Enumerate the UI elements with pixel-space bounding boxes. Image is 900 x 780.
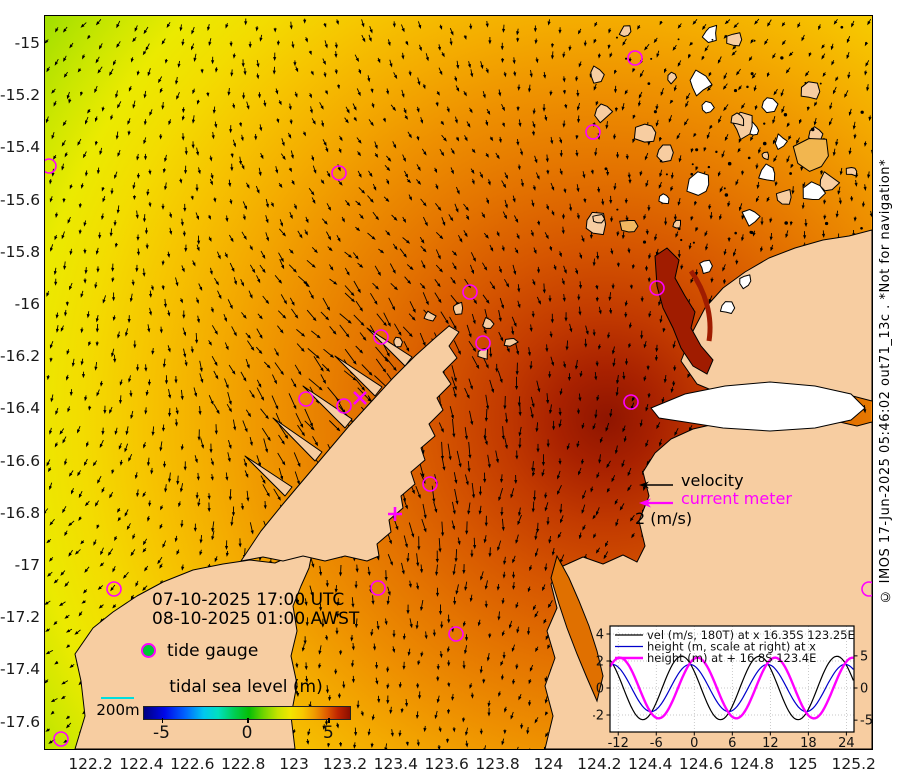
inset-chart: -12 -6 0 6 12 18 24 4 2 0 -2 5 0 -5 vel (m/s, 180T) at… <box>593 618 885 754</box>
inset-x-tick-label: -6 <box>650 736 663 751</box>
colorbar-tick <box>328 718 330 723</box>
y-axis-label: -16.4 <box>0 399 41 418</box>
velocity-arrow-icon <box>639 481 673 489</box>
y-axis-label: -16.6 <box>0 451 41 470</box>
x-axis-label: 124.4 <box>627 755 673 773</box>
y-axis-label: -15.4 <box>0 138 41 157</box>
inset-legend-label: height (m, scale at right) at x <box>647 640 816 654</box>
x-axis-label: 123.2 <box>322 755 368 773</box>
inset-legend-label: vel (m/s, 180T) at x 16.35S 123.25E <box>647 628 855 642</box>
x-axis-label: 124.6 <box>678 755 724 773</box>
tide-gauge-label: tide gauge <box>167 641 259 661</box>
x-axis-label: 123.6 <box>424 755 469 773</box>
inset-x-tick-label: 12 <box>762 736 779 751</box>
inset-x-tick-label: 24 <box>838 736 855 751</box>
x-axis-label: 125 <box>788 755 818 773</box>
y-axis-label: -17 <box>14 556 40 574</box>
x-axis-label: 122.4 <box>119 755 164 773</box>
x-axis-label: 124.2 <box>577 755 622 773</box>
current-meter-circle <box>475 335 491 351</box>
y-axis-label: -16.2 <box>0 347 41 366</box>
inset-x-tick-label: -12 <box>608 736 629 751</box>
colorbar-tick <box>247 718 249 723</box>
y-axis-label: -16 <box>14 295 40 313</box>
y-axis-label: -15.8 <box>0 242 41 261</box>
inset-right-tick-label: -5 <box>860 714 873 729</box>
current-meter-circle <box>45 158 57 174</box>
x-marker <box>353 391 367 405</box>
inset-x-tick-label: 6 <box>728 736 736 751</box>
colorbar-title: tidal sea level (m) <box>169 677 323 697</box>
velocity-scale-label: 2 (m/s) <box>635 509 693 528</box>
current-meter-circle <box>448 626 464 642</box>
inset-right-tick-label: 0 <box>860 682 868 697</box>
current-meter-circle <box>649 280 665 296</box>
colorbar-tick-label: 5 <box>322 723 334 743</box>
current-meter-circle <box>623 394 639 410</box>
colorbar-tick-label: 0 <box>241 723 253 743</box>
timestamp-utc: 07-10-2025 17:00 UTC <box>152 590 345 610</box>
inset-left-tick-label: 2 <box>596 655 604 670</box>
x-axis-label: 125.2 <box>831 755 876 773</box>
colorbar-tick <box>161 718 164 723</box>
y-axis-label: -16.8 <box>0 503 41 522</box>
velocity-label: velocity <box>681 471 744 490</box>
colorbar-tick-label: -5 <box>153 723 170 743</box>
inset-timeseries-plot: -12 -6 0 6 12 18 24 4 2 0 -2 5 0 -5 vel (m/s, 180T) at… <box>593 625 873 751</box>
current-meter-circle <box>106 581 122 597</box>
current-meter-circle <box>373 329 389 345</box>
timestamp-awst: 08-10-2025 01:00 AWST <box>152 609 360 629</box>
inset-right-tick-label: 5 <box>860 649 868 664</box>
plus-marker <box>388 507 402 521</box>
y-axis-label: -17.6 <box>0 712 41 731</box>
inset-left-tick-label: 0 <box>596 682 604 697</box>
current-meter-circle <box>861 581 872 597</box>
current-meter-circle <box>627 50 643 66</box>
inset-left-tick-label: 4 <box>596 628 604 643</box>
x-axis-label: 123 <box>279 755 309 773</box>
scale-bar <box>101 697 134 699</box>
y-axis-label: -17.4 <box>0 660 41 679</box>
current-meter-arrow-icon <box>639 498 673 508</box>
current-meter-circle <box>336 398 352 414</box>
current-meter-circle <box>585 124 601 140</box>
y-axis-label: -15.6 <box>0 190 41 209</box>
timestamp-block: 07-10-2025 17:00 UTC 08-10-2025 01:00 AW… <box>152 591 359 629</box>
x-axis-label: 122.6 <box>170 755 215 773</box>
inset-x-tick-label: 0 <box>690 736 698 751</box>
inset-x-tick-label: 18 <box>800 736 817 751</box>
x-axis-label: 124.8 <box>729 755 775 773</box>
y-axis-label: -17.2 <box>0 608 41 627</box>
x-axis-label: 122.8 <box>220 755 266 773</box>
current-meter-circle <box>53 731 69 747</box>
current-meter-circle <box>462 284 478 300</box>
x-axis-label: 123.4 <box>373 755 418 773</box>
inset-legend-label: height (m) at + 16.8S 123.4E <box>647 651 816 665</box>
y-axis-label: -15 <box>14 34 40 52</box>
tide-gauge-icon <box>141 643 156 658</box>
x-axis-label: 122.2 <box>68 755 113 773</box>
current-meter-circle <box>422 476 438 492</box>
current-meter-circle <box>370 580 386 596</box>
current-meter-circle <box>298 391 314 407</box>
inset-left-tick-label: -2 <box>593 709 604 724</box>
current-meter-label: current meter <box>681 489 792 508</box>
y-axis-label: -15.2 <box>0 86 41 105</box>
colorbar <box>143 706 351 720</box>
x-axis-label: 123.8 <box>475 755 520 773</box>
series-line <box>608 656 854 720</box>
current-meter-circle <box>331 165 347 181</box>
scale-bar-label: 200m <box>96 701 140 719</box>
x-axis-label: 124 <box>533 755 564 773</box>
